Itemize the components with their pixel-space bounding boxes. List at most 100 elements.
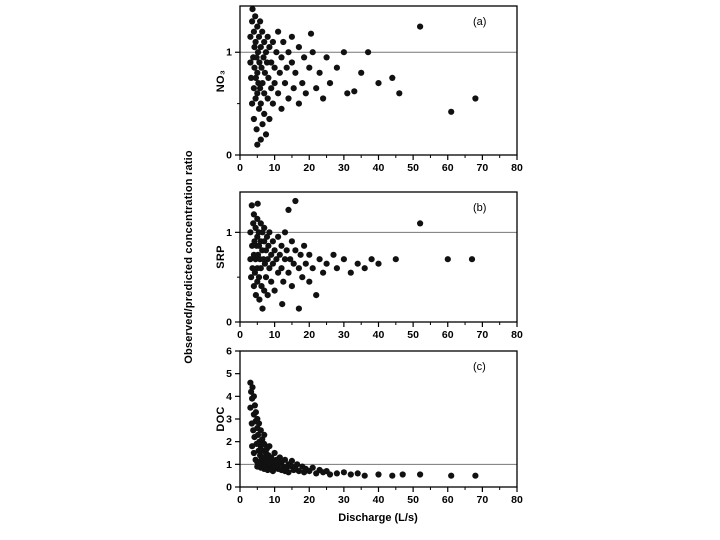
scatter-point [276, 69, 283, 76]
scatter-point [307, 30, 315, 37]
scatter-point [292, 247, 299, 254]
x-tick-label: 10 [269, 494, 281, 506]
scatter-point [333, 470, 340, 477]
scatter-point [262, 49, 270, 56]
panel-b-y-axis-label: SRP [215, 245, 227, 269]
scatter-point [275, 269, 282, 276]
scatter-point [316, 256, 323, 263]
scatter-point [261, 38, 268, 46]
scatter-point [266, 115, 273, 123]
scatter-point [255, 105, 263, 112]
scatter-point [247, 256, 254, 263]
x-tick-label: 80 [511, 329, 523, 341]
x-tick-label: 30 [338, 329, 350, 341]
x-tick-label: 40 [373, 162, 385, 174]
scatter-point [257, 18, 264, 25]
x-tick-label: 60 [442, 162, 454, 174]
scatter-point [254, 49, 262, 56]
scatter-point [306, 64, 313, 71]
scatter-point [276, 251, 283, 258]
scatter-point [252, 409, 259, 416]
scatter-point [260, 54, 267, 61]
scatter-point [252, 95, 259, 102]
scatter-point [281, 80, 289, 87]
scatter-point [375, 471, 382, 478]
scatter-point [253, 54, 260, 61]
scatter-point [320, 95, 327, 102]
x-tick-label: 20 [303, 162, 315, 174]
x-tick-label: 20 [303, 329, 315, 341]
y-tick-label: 0 [226, 150, 232, 162]
scatter-point [392, 256, 399, 263]
y-tick-label: 1 [226, 227, 232, 239]
scatter-point [250, 85, 257, 92]
scatter-point [306, 278, 313, 285]
scatter-point [295, 305, 302, 312]
scatter-point [261, 110, 268, 117]
scatter-point [257, 427, 264, 434]
scatter-point [271, 80, 278, 87]
scatter-point [269, 238, 276, 245]
scatter-point [261, 287, 268, 294]
scatter-point [257, 265, 264, 272]
scatter-point [251, 44, 258, 51]
scatter-point [257, 85, 264, 92]
scatter-point [273, 49, 280, 56]
scatter-point [254, 215, 261, 222]
scatter-point [271, 64, 278, 71]
scatter-point [247, 33, 254, 40]
scatter-point [375, 260, 382, 267]
x-axis-title: Discharge (L/s) [338, 512, 418, 524]
y-tick-label: 1 [226, 47, 232, 59]
scatter-plot-b: 0 10 20 30 40 50 60 70 80 0 1 [226, 191, 523, 341]
scatter-point [268, 85, 275, 92]
scatter-point [468, 256, 476, 263]
scatter-point [340, 49, 347, 56]
scatter-point [285, 269, 292, 276]
scatter-point [288, 238, 295, 245]
panel-c: 0 10 20 30 40 50 60 70 80 0 1 2 3 4 5 6 DOC (c) [205, 346, 535, 517]
scatter-point [294, 461, 301, 468]
panel-a-label: (a) [473, 16, 487, 28]
x-tick-label: 40 [373, 494, 385, 506]
scatter-point [261, 431, 268, 438]
scatter-point [417, 23, 424, 30]
scatter-point [254, 141, 261, 148]
x-tick-label: 30 [338, 494, 350, 506]
panel-a-y-axis-label: NO₃ [215, 69, 227, 92]
scatter-point [448, 108, 455, 115]
x-tick-label: 70 [477, 494, 489, 506]
scatter-point [285, 95, 292, 102]
scatter-point [292, 197, 299, 205]
y-tick-label: 1 [226, 459, 232, 471]
scatter-point [254, 431, 262, 438]
scatter-point [309, 265, 316, 272]
scatter-point [257, 136, 264, 143]
scatter-point [297, 251, 304, 258]
scatter-point [340, 469, 347, 476]
scatter-point [257, 44, 264, 51]
scatter-point [361, 265, 368, 272]
scatter-point [254, 23, 261, 30]
x-tick-label: 0 [237, 329, 243, 341]
scatter-point [247, 229, 254, 236]
scatter-point [259, 121, 266, 128]
scatter-point [252, 224, 259, 231]
scatter-point [269, 260, 276, 267]
scatter-point [313, 292, 320, 299]
scatter-point [261, 90, 268, 97]
scatter-point [333, 64, 340, 71]
scatter-point [320, 269, 327, 276]
scatter-point [444, 256, 451, 263]
scatter-point [249, 100, 256, 107]
panel-c-label: (c) [473, 361, 486, 373]
scatter-point [309, 49, 316, 56]
scatter-point [264, 95, 271, 102]
scatter-point [448, 472, 455, 479]
x-tick-label: 80 [511, 162, 523, 174]
scatter-point [295, 468, 302, 475]
scatter-point [368, 256, 375, 263]
x-tick-label: 40 [373, 329, 385, 341]
